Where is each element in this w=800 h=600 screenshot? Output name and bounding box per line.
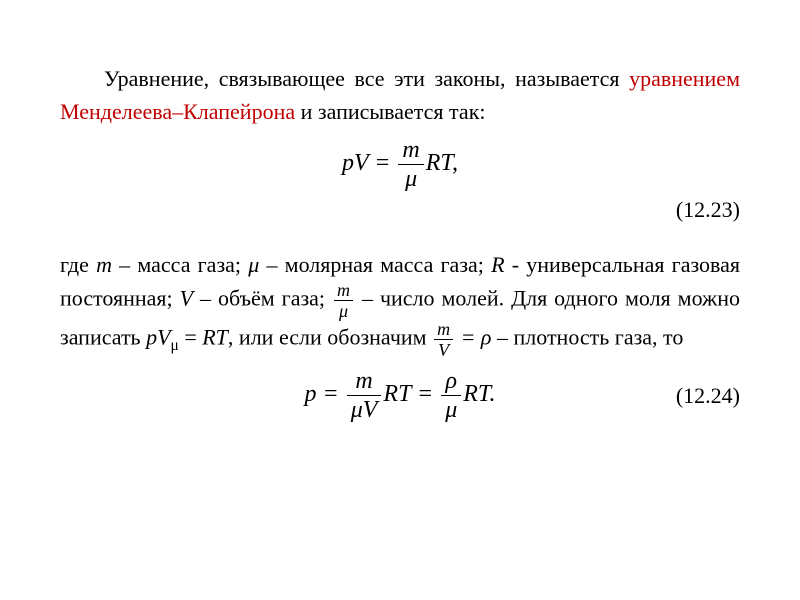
eq2-f1-den: μV	[347, 396, 382, 422]
eq1-comma: ,	[452, 150, 458, 176]
inline-f1-den: μ	[334, 301, 353, 320]
eq2-f2-den: μ	[441, 396, 461, 422]
equation-2-row: p = mμVRT = ρμRT. (12.24)	[60, 369, 740, 422]
p2-s8: , или если обозначим	[228, 325, 432, 350]
sub-mu: μ	[171, 337, 179, 354]
inline-frac-m-mu: mμ	[334, 281, 353, 320]
eq2-f1-num: m	[347, 369, 382, 396]
definitions-paragraph: где m – масса газа; μ – молярная масса г…	[60, 248, 740, 359]
eq2-frac2: ρμ	[441, 369, 461, 422]
equation-1-number: (12.23)	[60, 193, 740, 226]
var-R: R	[491, 252, 504, 277]
p2-s2: – масса газа;	[112, 252, 248, 277]
equation-1: pV = mμRT,	[60, 138, 740, 191]
eq-rho: = ρ	[455, 325, 491, 350]
eq1-fraction: mμ	[398, 138, 423, 191]
eq2-frac1: mμV	[347, 369, 382, 422]
p2-s1: где	[60, 252, 96, 277]
eq1-equals: =	[368, 150, 396, 176]
eq2-mid1: RT	[383, 381, 411, 407]
document-page: Уравнение, связывающее все эти законы, н…	[0, 0, 800, 462]
p2-s7: =	[179, 325, 202, 350]
intro-tail: и записывается так:	[295, 99, 485, 124]
eq1-rhs: RT	[426, 150, 452, 176]
intro-lead: Уравнение, связывающее все эти законы, н…	[104, 66, 629, 91]
p2-s9: – плотность газа, то	[491, 325, 683, 350]
eq1-frac-num: m	[398, 138, 423, 165]
intro-paragraph: Уравнение, связывающее все эти законы, н…	[60, 62, 740, 128]
equation-2: p = mμVRT = ρμRT.	[305, 369, 496, 422]
var-V: V	[180, 286, 193, 311]
inline-frac-m-V: mV	[434, 320, 453, 359]
var-RT: RT	[202, 325, 228, 350]
inline-f2-num: m	[434, 320, 453, 340]
var-pV: pV	[146, 325, 170, 350]
inline-f2-den: V	[434, 340, 453, 359]
eq2-eq1: =	[317, 381, 345, 407]
eq1-lhs: pV	[342, 150, 368, 176]
eq1-frac-den: μ	[398, 165, 423, 191]
var-mu: μ	[248, 252, 259, 277]
var-m: m	[96, 252, 112, 277]
eq2-p: p	[305, 381, 317, 407]
equation-2-number: (12.24)	[676, 379, 740, 412]
eq2-f2-num: ρ	[441, 369, 461, 396]
eq2-dot: .	[489, 381, 495, 407]
eq2-eq2: =	[411, 381, 439, 407]
inline-f1-num: m	[334, 281, 353, 301]
eq2-mid2: RT	[463, 381, 489, 407]
p2-s5: – объём газа;	[193, 286, 332, 311]
p2-s3: – молярная масса газа;	[259, 252, 491, 277]
